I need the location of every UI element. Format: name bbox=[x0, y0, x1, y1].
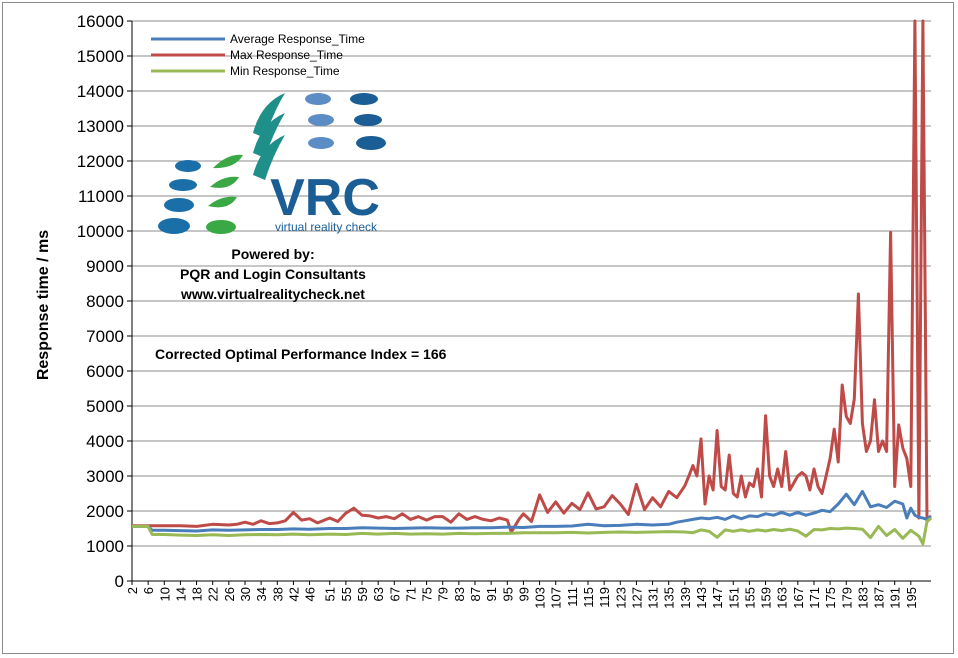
series-line-min-response-time bbox=[132, 516, 932, 546]
x-tick-label: 34 bbox=[254, 587, 269, 601]
x-tick-label: 22 bbox=[206, 587, 221, 601]
x-tick-label: 26 bbox=[222, 587, 237, 601]
logo-green-leaves-icon bbox=[206, 154, 243, 234]
x-tick-label: 2 bbox=[125, 587, 140, 594]
y-tick-label: 2000 bbox=[86, 502, 124, 521]
x-tick-label: 71 bbox=[403, 587, 418, 601]
x-tick-label: 131 bbox=[646, 587, 661, 609]
y-tick-label: 11000 bbox=[78, 187, 124, 206]
x-tick-label: 38 bbox=[270, 587, 285, 601]
x-tick-label: 107 bbox=[549, 587, 564, 609]
x-tick-label: 159 bbox=[759, 587, 774, 609]
x-tick-label: 171 bbox=[807, 587, 822, 609]
y-tick-label: 8000 bbox=[86, 292, 124, 311]
x-tick-label: 83 bbox=[452, 587, 467, 601]
powered-by-label: Powered by: bbox=[231, 246, 314, 262]
x-tick-label: 139 bbox=[678, 587, 693, 609]
x-tick-label: 123 bbox=[613, 587, 628, 609]
x-tick-label: 183 bbox=[855, 587, 870, 609]
y-tick-label: 10000 bbox=[77, 222, 124, 241]
x-tick-label: 87 bbox=[468, 587, 483, 601]
logo-brand-text: VRC bbox=[270, 169, 380, 227]
y-axis-label: Response time / ms bbox=[35, 230, 52, 380]
series-line-average-response-time bbox=[132, 489, 932, 533]
y-tick-label: 3000 bbox=[86, 467, 124, 486]
y-tick-label: 12000 bbox=[77, 152, 124, 171]
x-tick-label: 79 bbox=[436, 587, 451, 601]
x-tick-label: 111 bbox=[565, 587, 580, 607]
x-tick-label: 147 bbox=[710, 587, 725, 609]
y-tick-label: 4000 bbox=[86, 432, 124, 451]
logo-teal-swooshes-icon bbox=[253, 93, 285, 180]
x-tick-label: 91 bbox=[484, 587, 499, 601]
y-tick-label: 15000 bbox=[77, 47, 124, 66]
powered-by-url: www.virtualrealitycheck.net bbox=[180, 286, 365, 302]
logo-upper-dots-icon bbox=[305, 93, 386, 150]
x-tick-label: 155 bbox=[742, 587, 757, 609]
x-tick-label: 75 bbox=[420, 587, 435, 601]
legend-label: Average Response_Time bbox=[230, 32, 365, 46]
gridlines bbox=[132, 20, 931, 547]
legend: Average Response_Time Max Response_Time Mi… bbox=[151, 32, 365, 78]
y-tick-label: 6000 bbox=[86, 362, 124, 381]
y-tick-label: 1000 bbox=[86, 537, 124, 556]
x-tick-label: 51 bbox=[323, 587, 338, 601]
x-tick-label: 63 bbox=[371, 587, 386, 601]
legend-label: Min Response_Time bbox=[230, 64, 340, 78]
x-tick-label: 163 bbox=[775, 587, 790, 609]
x-tick-label: 59 bbox=[355, 587, 370, 601]
x-tick-label: 14 bbox=[173, 587, 188, 601]
x-tick-label: 99 bbox=[516, 587, 531, 601]
chart-annotation: Corrected Optimal Performance Index = 16… bbox=[155, 346, 447, 362]
series-lines bbox=[132, 19, 932, 546]
x-tick-label: 103 bbox=[533, 587, 548, 609]
series-line-max-response-time bbox=[132, 19, 932, 534]
x-tick-label: 42 bbox=[286, 587, 301, 601]
line-chart: 0 1000 2000 3000 4000 5000 6000 7000 8000 9000 100… bbox=[35, 12, 932, 609]
x-tick-label: 115 bbox=[581, 587, 596, 608]
x-tick-label: 119 bbox=[597, 587, 612, 608]
x-tick-label: 191 bbox=[888, 587, 903, 609]
legend-label: Max Response_Time bbox=[230, 48, 343, 62]
x-tick-label: 46 bbox=[303, 587, 318, 601]
y-tick-label: 7000 bbox=[86, 327, 124, 346]
y-tick-label: 9000 bbox=[86, 257, 124, 276]
x-tick-labels: 2 6 10 14 18 22 26 30 34 38 42 46 51 55 59 63 67 71 75 79 83… bbox=[125, 581, 919, 609]
y-tick-label: 0 bbox=[115, 572, 124, 591]
y-tick-label: 16000 bbox=[77, 12, 124, 31]
x-tick-label: 6 bbox=[141, 587, 156, 594]
x-tick-label: 55 bbox=[339, 587, 354, 601]
x-tick-label: 187 bbox=[872, 587, 887, 609]
y-tick-label: 5000 bbox=[86, 397, 124, 416]
x-tick-label: 143 bbox=[694, 587, 709, 609]
x-tick-label: 95 bbox=[500, 587, 515, 601]
x-tick-label: 195 bbox=[904, 587, 919, 609]
y-tick-labels: 0 1000 2000 3000 4000 5000 6000 7000 8000 9000 100… bbox=[77, 12, 132, 591]
x-tick-label: 30 bbox=[238, 587, 253, 601]
logo-blue-dots-icon bbox=[158, 160, 201, 234]
x-tick-label: 175 bbox=[823, 587, 838, 609]
x-tick-label: 127 bbox=[629, 587, 644, 609]
x-tick-label: 67 bbox=[387, 587, 402, 601]
x-tick-label: 18 bbox=[190, 587, 205, 601]
y-tick-label: 14000 bbox=[77, 82, 124, 101]
x-tick-label: 10 bbox=[157, 587, 172, 601]
x-tick-label: 135 bbox=[662, 587, 677, 609]
logo-tagline: virtual reality check bbox=[275, 220, 378, 234]
x-tick-label: 179 bbox=[839, 587, 854, 609]
vrc-logo: VRC virtual reality check Powered by: PQ… bbox=[158, 93, 386, 302]
y-tick-label: 13000 bbox=[77, 117, 124, 136]
x-tick-label: 151 bbox=[726, 587, 741, 609]
x-tick-label: 167 bbox=[791, 587, 806, 609]
powered-by-company: PQR and Login Consultants bbox=[180, 266, 366, 282]
